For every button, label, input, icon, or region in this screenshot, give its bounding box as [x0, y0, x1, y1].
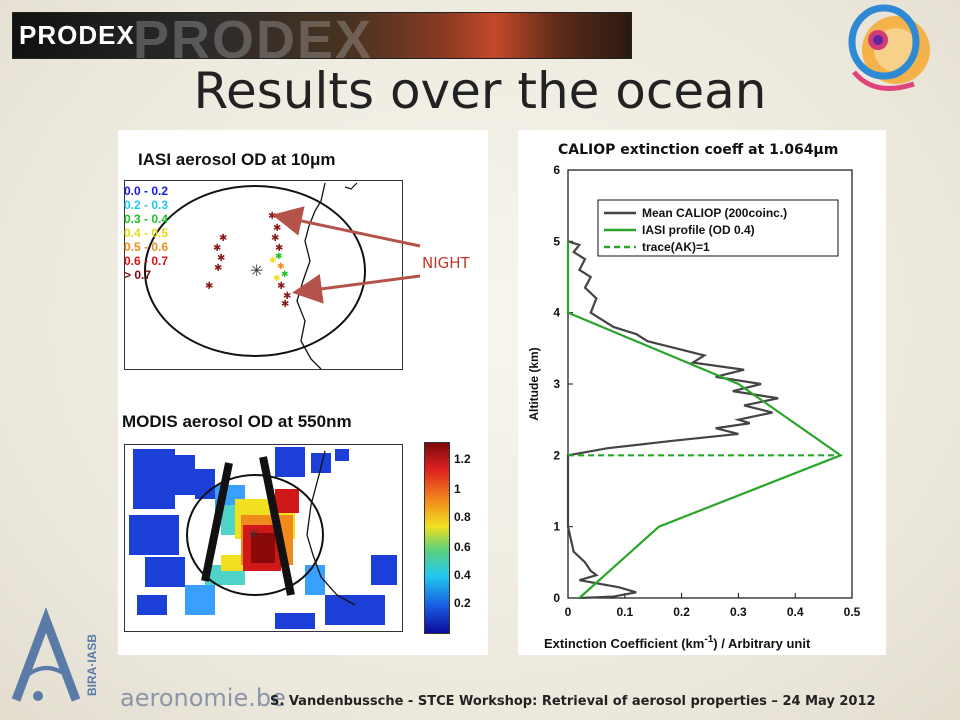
y-tick-label: 0: [553, 591, 560, 605]
colorbar-label: 0.8: [454, 510, 471, 524]
y-tick-label: 6: [553, 163, 560, 177]
y-tick-label: 5: [553, 234, 560, 248]
y-tick-label: 1: [553, 520, 560, 534]
center-marker-icon: ✳: [250, 263, 263, 280]
page-title: Results over the ocean: [193, 62, 767, 120]
x-axis-label: Extinction Coefficient (km-1) / Arbitrar…: [544, 634, 811, 651]
svg-text:✱: ✱: [275, 243, 283, 254]
series-line-1: [566, 241, 843, 599]
x-tick-label: 0: [565, 605, 572, 619]
iasi-legend-item: 0.5 - 0.6: [124, 240, 169, 254]
legend-label-caliop: Mean CALIOP (200coinc.): [642, 206, 787, 220]
svg-text:✱: ✱: [273, 273, 281, 283]
night-label: NIGHT: [422, 254, 470, 272]
caliop-title: CALIOP extinction coeff at 1.064μm: [558, 142, 839, 158]
y-tick-label: 4: [553, 306, 560, 320]
colorbar-label: 1: [454, 482, 461, 496]
x-tick-label: 0.2: [673, 605, 690, 619]
colorbar-label: 0.4: [454, 568, 471, 582]
iasi-modis-panel: IASI aerosol OD at 10μm ✳ ✱ ✱ ✱ ✱ ✱ ✱ ✱ ✱ ✱ ✱ ✱ ✱…: [118, 130, 488, 655]
legend-label-trace: trace(AK)=1: [642, 240, 710, 254]
stce-logo-icon: [848, 4, 930, 91]
y-tick-label: 3: [553, 377, 560, 391]
modis-colorbar: [424, 442, 450, 634]
legend-label-iasi: IASI profile (OD 0.4): [642, 223, 755, 237]
iasi-legend-item: 0.0 - 0.2: [124, 184, 169, 198]
svg-text:✱: ✱: [205, 281, 213, 292]
colorbar-label: 1.2: [454, 452, 471, 466]
x-tick-label: 0.1: [616, 605, 633, 619]
svg-text:✱: ✱: [213, 243, 221, 254]
modis-map-title: MODIS aerosol OD at 550nm: [122, 412, 352, 431]
modis-map-graphic: ✳: [125, 445, 402, 631]
iasi-legend-item: > 0.7: [124, 268, 152, 282]
banner-logo-text: PRODEX: [19, 20, 135, 50]
colorbar-label: 0.6: [454, 540, 471, 554]
svg-text:✱: ✱: [277, 261, 285, 271]
svg-text:✱: ✱: [269, 255, 277, 265]
chart-legend: [597, 199, 839, 257]
svg-text:✱: ✱: [219, 233, 227, 244]
aeronomie-logo-text: aeronomie.be: [120, 684, 286, 712]
x-tick-label: 0.5: [844, 605, 861, 619]
iasi-legend-item: 0.6 - 0.7: [124, 254, 169, 268]
y-axis-label: Altitude (km): [527, 347, 541, 420]
iasi-legend-item: 0.2 - 0.3: [124, 198, 169, 212]
prodex-banner: PRODEX PRODEX: [12, 12, 632, 59]
footer-text: S. Vandenbussche - STCE Workshop: Retrie…: [270, 694, 876, 709]
svg-text:BIRA·IASB: BIRA·IASB: [85, 634, 99, 696]
svg-text:✱: ✱: [268, 211, 276, 222]
iasi-legend-item: 0.3 - 0.4: [124, 212, 169, 226]
caliop-panel: CALIOP extinction coeff at 1.064μm 0 0.1 0…: [518, 130, 886, 655]
svg-text:✱: ✱: [214, 263, 222, 274]
svg-text:✱: ✱: [283, 291, 291, 302]
x-tick-label: 0.4: [787, 605, 804, 619]
modis-map: ✳: [124, 444, 403, 632]
svg-text:✱: ✱: [217, 253, 225, 264]
svg-text:✳: ✳: [248, 526, 260, 542]
svg-text:✱: ✱: [277, 281, 285, 292]
svg-text:✱: ✱: [275, 251, 283, 261]
iasi-map-title: IASI aerosol OD at 10μm: [138, 150, 336, 169]
x-tick-label: 0.3: [730, 605, 747, 619]
bira-iasb-logo-icon: BIRA·IASB: [11, 607, 99, 702]
iasi-legend-item: 0.4 - 0.5: [124, 226, 169, 240]
banner-ghost-text: PRODEX: [133, 12, 374, 59]
svg-text:✱: ✱: [271, 233, 279, 244]
caliop-chart: 0 0.1 0.2 0.3 0.4 0.5 0 1 2 3 4 5 6 Altitude (km) Ex…: [527, 163, 861, 651]
svg-text:✱: ✱: [281, 269, 289, 279]
svg-text:✱: ✱: [281, 299, 289, 310]
y-tick-label: 2: [553, 448, 560, 462]
colorbar-label: 0.2: [454, 596, 471, 610]
